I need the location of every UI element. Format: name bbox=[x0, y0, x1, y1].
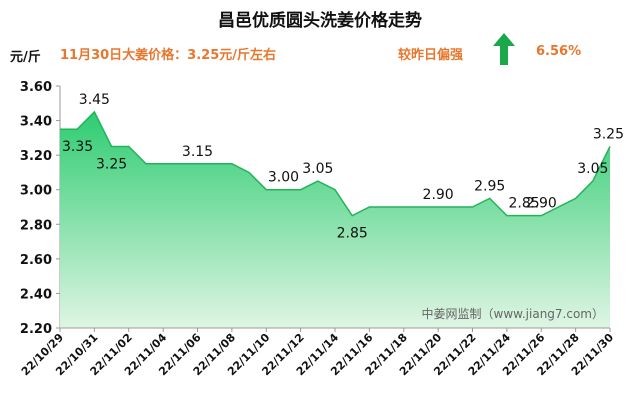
y-tick-label: 3.00 bbox=[20, 184, 52, 199]
data-label: 2.90 bbox=[526, 196, 557, 212]
y-tick-label: 2.80 bbox=[20, 218, 52, 233]
data-label: 3.25 bbox=[96, 157, 127, 173]
price-info: 11月30日大姜价格：3.25元/斤左右 bbox=[60, 48, 277, 63]
data-label: 3.05 bbox=[577, 161, 608, 177]
price-line bbox=[60, 110, 611, 217]
up-arrow-icon bbox=[493, 33, 515, 65]
compare-text: 较昨日偏强 bbox=[398, 48, 464, 63]
y-tick-label: 3.20 bbox=[20, 149, 52, 164]
data-label: 3.15 bbox=[182, 144, 213, 160]
data-label: 3.35 bbox=[62, 139, 93, 155]
price-area bbox=[60, 111, 610, 329]
data-label: 2.85 bbox=[508, 196, 539, 212]
data-label: 2.90 bbox=[423, 187, 454, 203]
chart-title: 昌邑优质圆头洗姜价格走势 bbox=[218, 11, 422, 31]
y-tick-label: 2.20 bbox=[20, 322, 52, 337]
data-label: 2.85 bbox=[337, 226, 368, 242]
y-tick-label: 3.40 bbox=[20, 115, 52, 130]
data-label: 3.05 bbox=[302, 161, 333, 177]
watermark: 中姜网监制（www.jiang7.com） bbox=[422, 306, 604, 321]
change-percent: 6.56% bbox=[536, 44, 582, 59]
data-label: 3.00 bbox=[268, 170, 299, 186]
data-label: 3.25 bbox=[593, 127, 624, 143]
y-tick-label: 2.60 bbox=[20, 253, 52, 268]
y-axis-unit-label: 元/斤 bbox=[10, 50, 41, 65]
y-tick-label: 3.60 bbox=[20, 80, 52, 95]
data-label: 2.95 bbox=[474, 178, 505, 194]
data-label: 3.45 bbox=[79, 92, 110, 108]
y-tick-label: 2.40 bbox=[20, 287, 52, 302]
